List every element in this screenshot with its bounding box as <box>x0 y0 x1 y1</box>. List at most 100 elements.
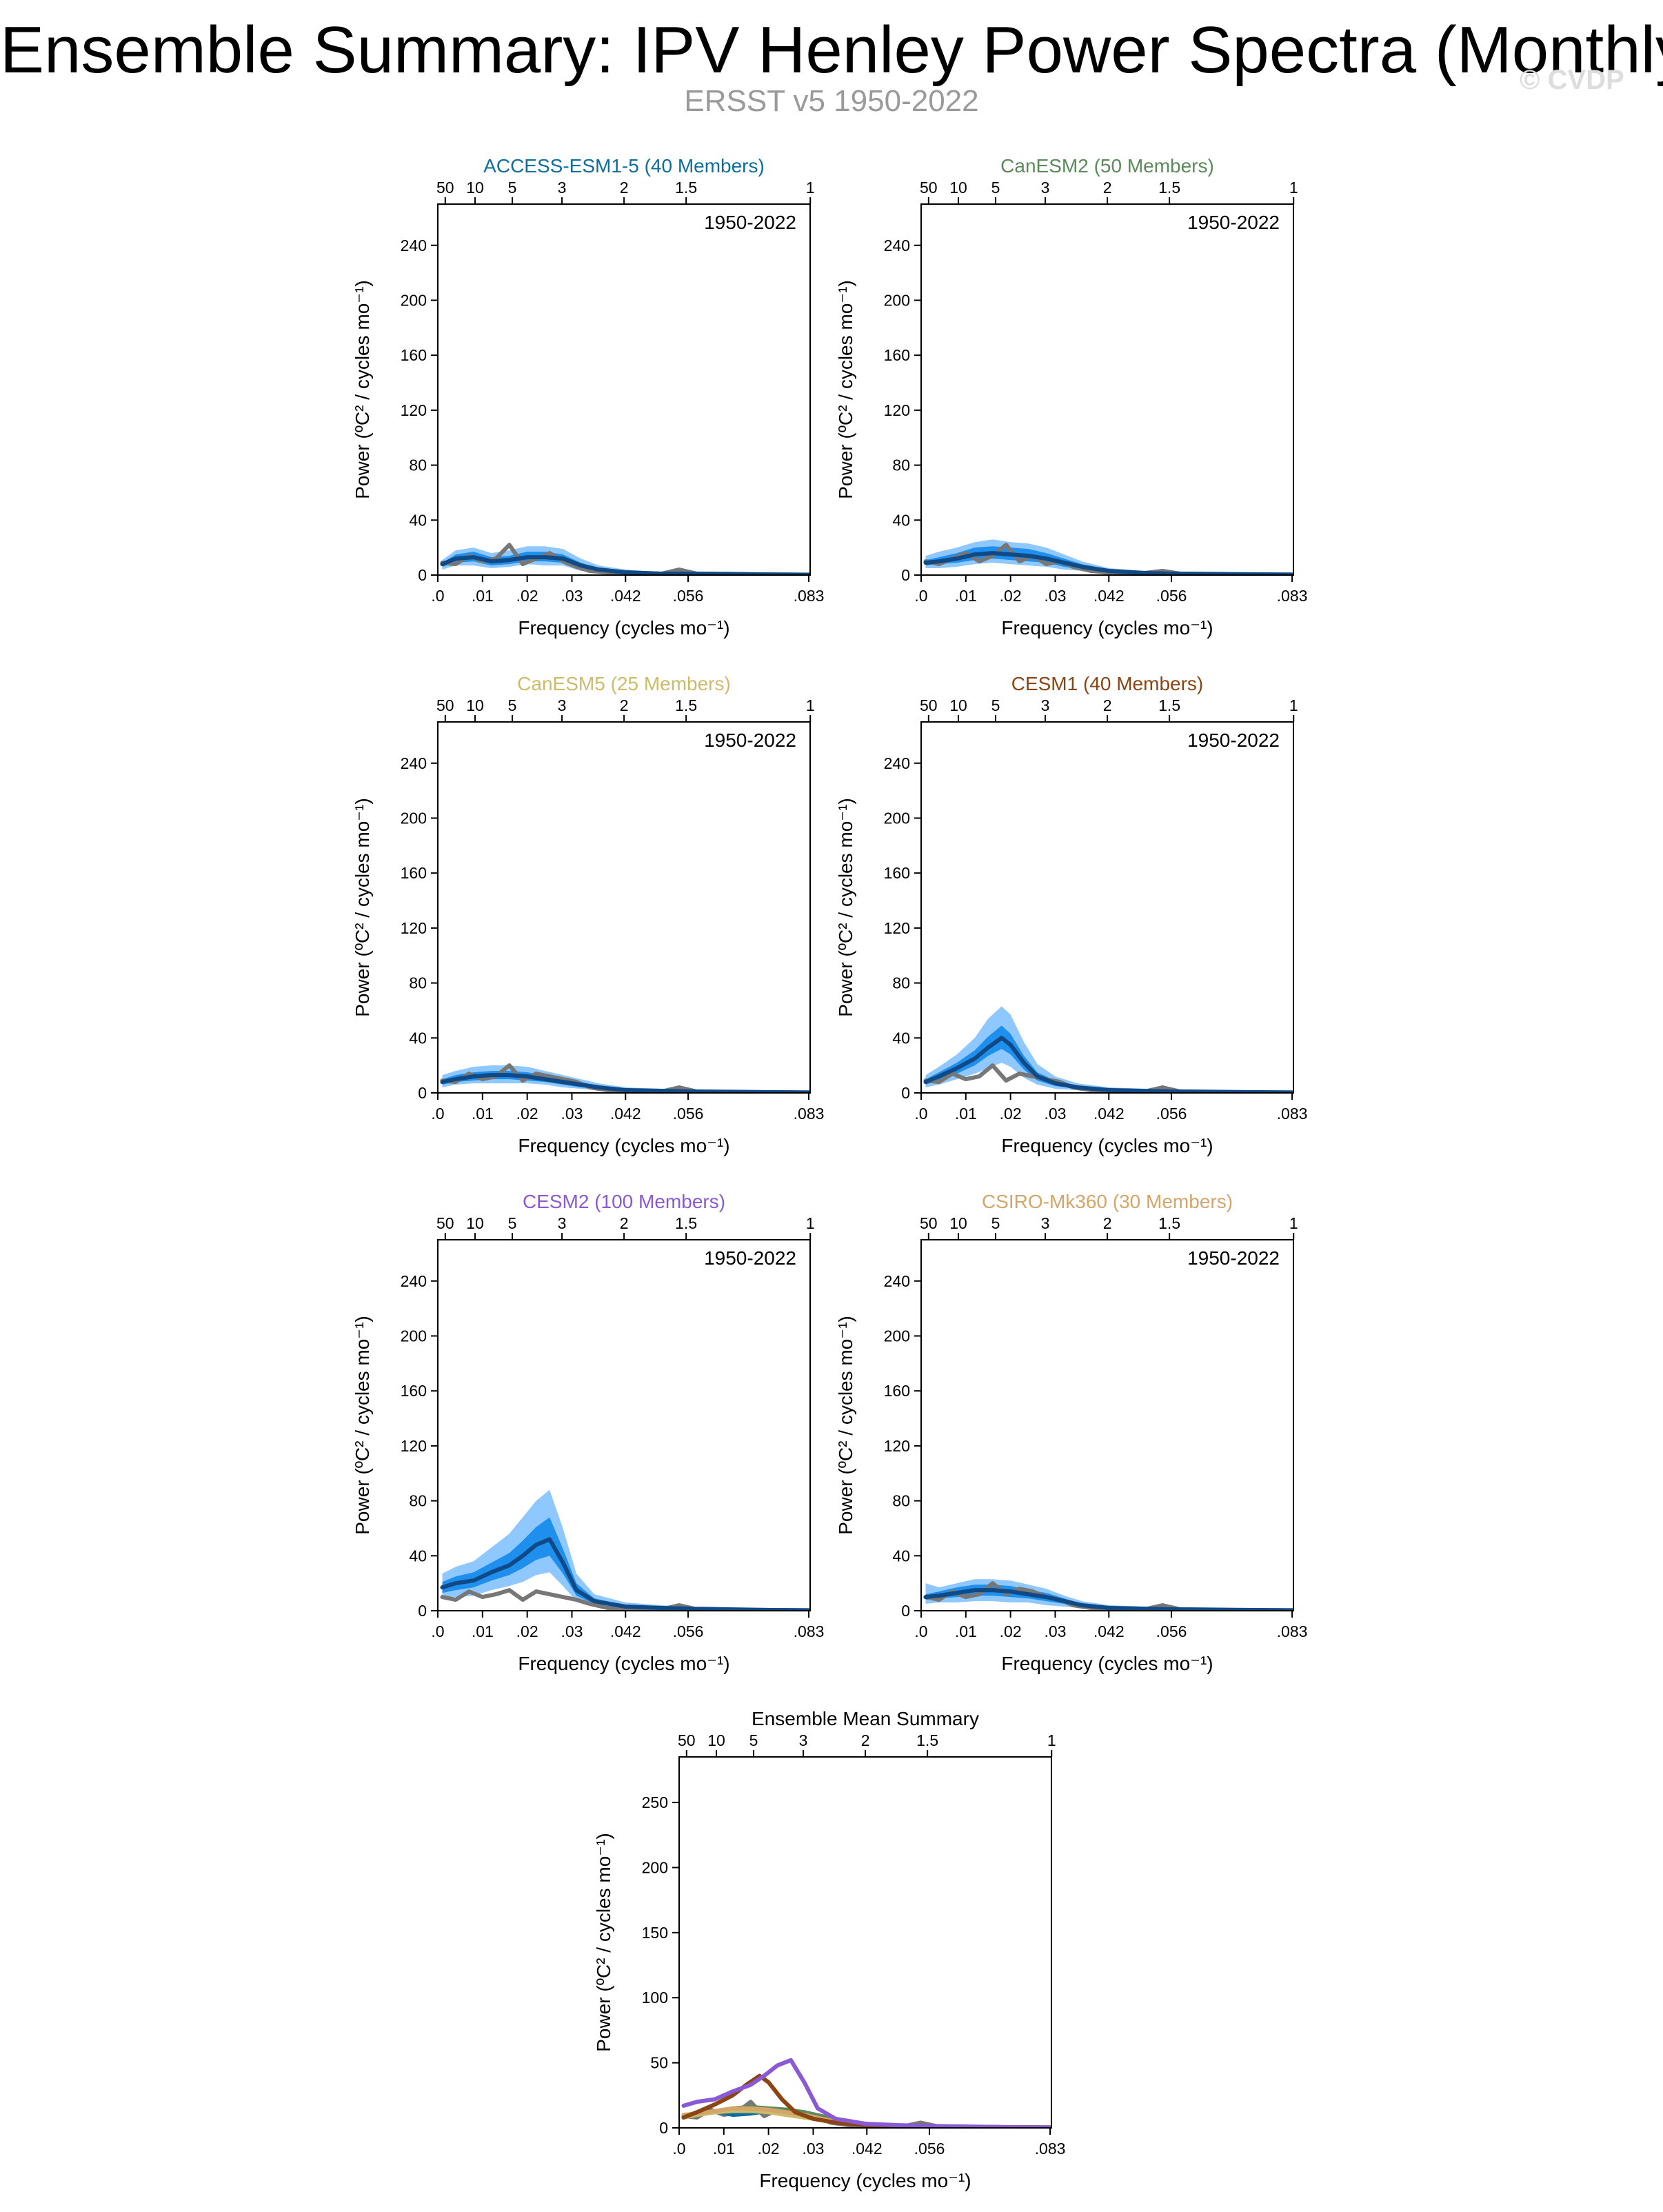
y-tick-label: 160 <box>884 1382 910 1400</box>
y-tick-label: 160 <box>401 1382 427 1400</box>
x-tick-label: .083 <box>1277 1105 1308 1123</box>
y-tick-label: 160 <box>884 346 910 364</box>
plot-area <box>923 539 1293 575</box>
period-tick-label: 10 <box>949 179 967 197</box>
period-tick-label: 3 <box>558 1214 567 1232</box>
period-tick-label: 2 <box>1103 696 1112 714</box>
x-tick-label: .056 <box>1156 1622 1187 1640</box>
plot-area <box>440 1063 810 1093</box>
summary-series-line-7 <box>681 2058 1051 2128</box>
x-axis-label: Frequency (cycles mo⁻¹) <box>1001 1653 1213 1674</box>
x-tick-label: .0 <box>914 1622 927 1640</box>
period-tick-label: 5 <box>991 696 1000 714</box>
ensemble-outer-band <box>925 1579 1293 1611</box>
y-tick-label: 120 <box>884 919 910 937</box>
period-tick-label: 1 <box>1289 179 1298 197</box>
x-axis-label: Frequency (cycles mo⁻¹) <box>1001 1135 1213 1156</box>
ensemble-mean-line <box>923 1036 1293 1093</box>
y-tick-label: 200 <box>401 291 427 309</box>
period-tick-label: 1.5 <box>675 1214 697 1232</box>
x-tick-label: .02 <box>1000 1105 1022 1123</box>
y-tick-label: 0 <box>659 2119 668 2137</box>
period-tick-label: 50 <box>436 696 454 714</box>
x-tick-label: .0 <box>431 1105 444 1123</box>
x-tick-label: .0 <box>914 1105 927 1123</box>
plot-frame <box>920 203 1294 576</box>
y-tick-label: 50 <box>650 2054 668 2072</box>
ensemble-mean-line <box>923 1588 1293 1611</box>
period-tick-label: 10 <box>466 696 484 714</box>
plot-area <box>681 2058 1051 2128</box>
period-tick-label: 10 <box>707 1731 725 1749</box>
x-tick-label: .083 <box>794 587 825 605</box>
period-annotation: 1950-2022 <box>704 730 796 751</box>
plot-area <box>440 543 810 575</box>
plot-frame <box>678 1756 1052 2129</box>
chart-panel-1: ACCESS-ESM1-5 (40 Members) 50 10 5 3 2 1.5 1 .0.… <box>352 155 824 639</box>
x-axis-label: Frequency (cycles mo⁻¹) <box>518 1653 729 1674</box>
y-tick-label: 0 <box>418 1602 427 1620</box>
y-tick-label: 0 <box>901 566 910 584</box>
y-tick-label: 100 <box>642 1989 668 2007</box>
period-tick-label: 50 <box>678 1731 696 1749</box>
y-tick-label: 240 <box>884 237 910 254</box>
x-tick-label: .056 <box>673 1105 704 1123</box>
panel-title: Ensemble Mean Summary <box>752 1708 979 1729</box>
x-tick-label: .083 <box>1277 1622 1308 1640</box>
x-tick-label: .0 <box>431 587 444 605</box>
period-tick-label: 2 <box>1103 1214 1112 1232</box>
period-tick-label: 1 <box>1047 1731 1056 1749</box>
x-tick-label: .042 <box>1093 587 1125 605</box>
period-tick-label: 1 <box>1289 1214 1298 1232</box>
period-annotation: 1950-2022 <box>1187 212 1280 233</box>
y-tick-label: 120 <box>401 1437 427 1455</box>
y-tick-label: 240 <box>401 1272 427 1290</box>
y-tick-label: 150 <box>642 1924 668 1942</box>
y-axis-label: Power (ºC² / cycles mo⁻¹) <box>352 1316 373 1534</box>
period-tick-label: 1 <box>806 179 815 197</box>
y-tick-label: 200 <box>401 1327 427 1345</box>
ensemble-outer-band <box>442 1065 809 1093</box>
x-tick-label: .042 <box>610 1622 641 1640</box>
period-tick-label: 3 <box>1041 696 1050 714</box>
x-tick-label: .01 <box>955 1622 977 1640</box>
ensemble-outer-band <box>442 1489 809 1611</box>
y-tick-label: 40 <box>892 1547 910 1565</box>
y-tick-label: 80 <box>409 974 427 992</box>
period-tick-label: 50 <box>920 179 938 197</box>
y-tick-label: 80 <box>409 1492 427 1510</box>
y-tick-label: 160 <box>401 864 427 882</box>
chart-panel-3: CanESM5 (25 Members) 50 10 5 3 2 1.5 1 .0 .01 .02.… <box>352 673 824 1156</box>
x-tick-label: .03 <box>561 587 583 605</box>
ensemble-mean-line <box>440 1537 810 1611</box>
chart-panel-7: Ensemble Mean Summary 50 10 5 3 2 1.5 1 .0 .01 .02… <box>593 1708 1065 2191</box>
x-tick-label: .03 <box>561 1105 583 1123</box>
y-tick-label: 80 <box>892 456 910 474</box>
x-tick-label: .083 <box>1035 2140 1066 2158</box>
period-tick-label: 1 <box>806 696 815 714</box>
y-tick-label: 0 <box>418 566 427 584</box>
y-tick-label: 0 <box>418 1084 427 1102</box>
y-tick-label: 120 <box>884 401 910 419</box>
x-tick-label: .01 <box>472 587 494 605</box>
y-tick-label: 40 <box>892 511 910 529</box>
period-tick-label: 2 <box>620 179 629 197</box>
period-tick-label: 3 <box>558 179 567 197</box>
x-tick-label: .01 <box>955 1105 977 1123</box>
period-tick-label: 2 <box>1103 179 1112 197</box>
x-tick-label: .042 <box>1093 1105 1125 1123</box>
x-tick-label: .02 <box>516 587 538 605</box>
y-axis-label: Power (ºC² / cycles mo⁻¹) <box>352 798 373 1016</box>
period-tick-label: 10 <box>949 1214 967 1232</box>
panel-title: CESM1 (40 Members) <box>1011 673 1204 694</box>
period-annotation: 1950-2022 <box>1187 730 1280 751</box>
period-tick-label: 5 <box>508 696 517 714</box>
x-tick-label: .056 <box>1156 1105 1187 1123</box>
period-annotation: 1950-2022 <box>1187 1247 1280 1269</box>
chart-panel-4: CESM1 (40 Members) 50 10 5 3 2 1.5 1 .0 .01 .02 .03… <box>835 673 1307 1156</box>
x-tick-label: .083 <box>794 1622 825 1640</box>
period-tick-label: 5 <box>508 179 517 197</box>
y-tick-label: 120 <box>884 1437 910 1455</box>
x-tick-label: .056 <box>673 1622 704 1640</box>
